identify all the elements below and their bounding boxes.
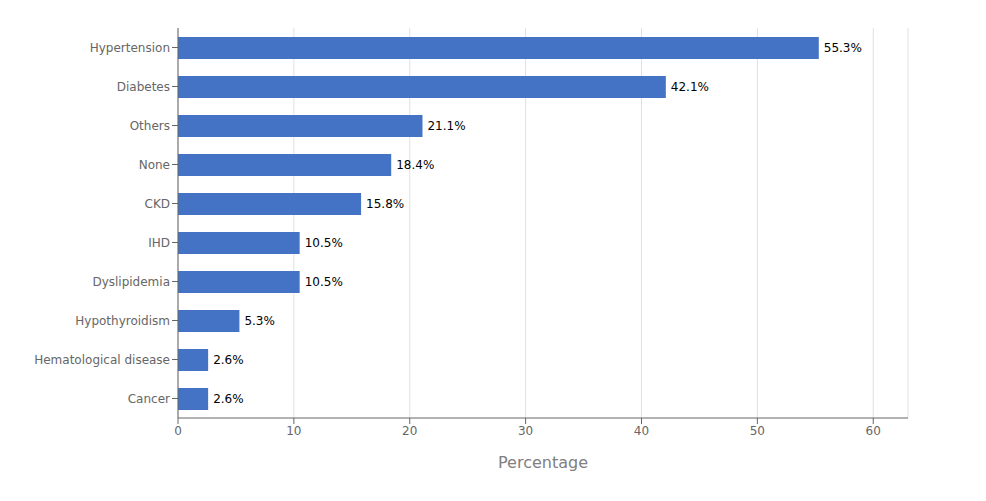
svg-text:18.4%: 18.4% <box>396 158 434 172</box>
svg-text:2.6%: 2.6% <box>213 392 244 406</box>
svg-text:60: 60 <box>866 424 881 438</box>
svg-text:20: 20 <box>402 424 417 438</box>
svg-text:10: 10 <box>286 424 301 438</box>
svg-text:Hypothyroidism: Hypothyroidism <box>75 314 170 328</box>
svg-text:40: 40 <box>634 424 649 438</box>
svg-text:Percentage: Percentage <box>498 453 588 472</box>
svg-text:5.3%: 5.3% <box>244 314 275 328</box>
svg-text:Dyslipidemia: Dyslipidemia <box>92 275 170 289</box>
svg-text:Hypertension: Hypertension <box>90 41 170 55</box>
svg-text:2.6%: 2.6% <box>213 353 244 367</box>
svg-text:0: 0 <box>174 424 182 438</box>
svg-text:42.1%: 42.1% <box>671 80 709 94</box>
svg-text:10.5%: 10.5% <box>305 275 343 289</box>
svg-text:CKD: CKD <box>145 197 171 211</box>
svg-text:Diabetes: Diabetes <box>117 80 170 94</box>
svg-text:Cancer: Cancer <box>128 392 170 406</box>
svg-text:50: 50 <box>750 424 765 438</box>
svg-text:IHD: IHD <box>148 236 170 250</box>
svg-text:Others: Others <box>130 119 170 133</box>
svg-text:30: 30 <box>518 424 533 438</box>
svg-text:55.3%: 55.3% <box>824 41 862 55</box>
svg-text:Hematological disease: Hematological disease <box>34 353 170 367</box>
svg-text:None: None <box>139 158 170 172</box>
svg-text:10.5%: 10.5% <box>305 236 343 250</box>
svg-text:15.8%: 15.8% <box>366 197 404 211</box>
svg-text:21.1%: 21.1% <box>427 119 465 133</box>
